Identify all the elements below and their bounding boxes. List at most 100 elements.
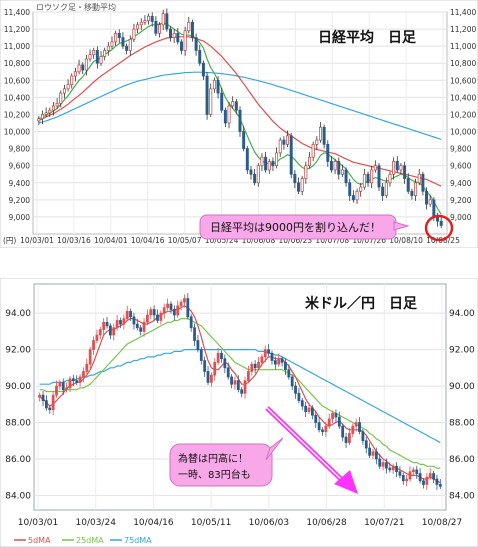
usdjpy-callout-line2: 一時、83円台も	[178, 468, 251, 481]
candle	[282, 136, 286, 150]
candle	[103, 47, 107, 61]
candle	[58, 379, 62, 391]
candle	[257, 356, 260, 371]
series-line-ma25	[39, 317, 441, 469]
candle	[381, 459, 385, 471]
candle	[370, 165, 374, 189]
candle	[297, 177, 301, 194]
candle	[314, 411, 318, 428]
usdjpy-callout: 為替は円高に！ 一時、83円台も	[169, 437, 284, 487]
x-tick-label: 10/07/21	[364, 518, 404, 528]
candle	[348, 178, 352, 201]
candle	[70, 73, 74, 89]
nikkei-subtitle: ロウソク足・移動平均	[36, 2, 116, 12]
candle	[289, 133, 293, 179]
candle	[378, 453, 382, 469]
candle	[159, 310, 163, 325]
candle	[187, 16, 191, 34]
candle	[310, 405, 314, 420]
candle	[169, 301, 173, 314]
candle	[399, 163, 403, 174]
candle	[417, 168, 421, 186]
x-tick-label: 10/06/08	[242, 236, 276, 245]
legend-label: 75dMA	[124, 536, 152, 545]
candle	[227, 101, 231, 129]
nikkei-chart-panel: 9,000 9,000 9,200 9,200 9,400 9,400 9,600 9,600…	[0, 0, 478, 248]
y-tick-label-left: 9,600	[9, 162, 31, 171]
legend-label: 5dMA	[28, 536, 51, 545]
candle	[245, 145, 249, 174]
candle	[238, 106, 242, 137]
candle	[267, 158, 271, 174]
candle	[125, 43, 129, 55]
candle	[143, 15, 147, 25]
candle	[95, 46, 99, 69]
nikkei-highlight-circle	[424, 214, 454, 242]
usdjpy-chart: 84.00 84.00 86.00 86.00 88.00 88.00 90.00 90.00…	[0, 278, 478, 547]
y-tick-label-right: 84.00	[449, 491, 475, 501]
candle	[194, 33, 198, 56]
candle	[41, 391, 45, 407]
usdjpy-chart-panel: 84.00 84.00 86.00 86.00 88.00 88.00 90.00 90.00…	[0, 278, 478, 547]
candle	[348, 428, 351, 446]
candle	[152, 305, 156, 321]
candle	[242, 126, 246, 152]
candle	[311, 141, 315, 162]
nikkei-chart: 9,000 9,000 9,200 9,200 9,400 9,400 9,600 9,600…	[0, 0, 478, 248]
candle	[203, 356, 207, 377]
nikkei-unit-label: (円)	[3, 236, 16, 245]
candle	[354, 418, 358, 432]
candle	[59, 90, 63, 108]
candle	[439, 215, 443, 229]
candle	[166, 298, 170, 311]
candle	[236, 375, 240, 393]
candle	[355, 188, 359, 204]
candle	[119, 317, 122, 329]
candle	[267, 344, 271, 356]
candle	[85, 358, 89, 375]
x-tick-label: 10/03/01	[18, 518, 58, 528]
candle	[381, 183, 385, 201]
candle	[179, 299, 183, 310]
candle	[220, 87, 224, 113]
candle	[132, 23, 136, 42]
candle	[55, 380, 58, 398]
candle	[98, 326, 102, 340]
x-tick-label: 10/03/01	[20, 236, 54, 245]
candle	[78, 374, 82, 387]
candle	[105, 316, 109, 329]
candle	[286, 130, 290, 148]
candle	[315, 136, 319, 150]
candle	[205, 72, 209, 120]
candle	[41, 110, 44, 125]
candle	[183, 294, 186, 308]
candle	[273, 356, 277, 370]
candle	[189, 314, 193, 332]
candle	[334, 409, 338, 423]
candle	[84, 54, 88, 76]
candle	[147, 13, 151, 25]
series-line-ma75	[39, 348, 441, 444]
candle	[249, 165, 253, 180]
candle	[300, 175, 304, 196]
candle	[260, 153, 264, 172]
candle	[44, 107, 48, 118]
candle	[361, 428, 365, 445]
y-tick-label-right: 10,600	[450, 76, 476, 85]
candle	[176, 300, 180, 318]
y-tick-label-left: 9,400	[9, 179, 31, 188]
y-tick-label-right: 92.00	[449, 346, 475, 356]
candle	[421, 171, 425, 196]
candle	[337, 157, 341, 180]
candle	[234, 98, 238, 115]
candle	[115, 315, 119, 331]
candle	[139, 325, 143, 336]
candle	[51, 101, 55, 116]
candle	[278, 137, 282, 157]
candle	[165, 8, 169, 32]
y-tick-label-left: 94.00	[5, 309, 31, 319]
candle	[199, 346, 203, 365]
y-tick-label-right: 86.00	[449, 455, 475, 465]
candle	[179, 39, 183, 55]
candle	[435, 474, 439, 490]
